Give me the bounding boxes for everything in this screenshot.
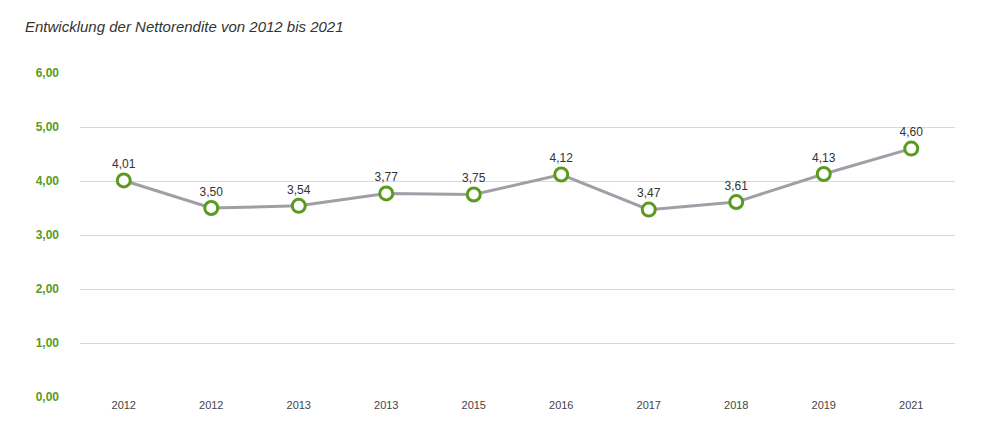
svg-text:3,75: 3,75 [462,171,486,185]
svg-text:3,77: 3,77 [375,170,399,184]
svg-text:4,60: 4,60 [900,125,924,139]
svg-text:3,54: 3,54 [287,183,311,197]
svg-text:2013: 2013 [287,399,311,411]
svg-text:4,01: 4,01 [112,157,136,171]
svg-text:2017: 2017 [637,399,661,411]
svg-text:2018: 2018 [724,399,748,411]
svg-text:4,13: 4,13 [812,151,836,165]
svg-text:2013: 2013 [374,399,398,411]
svg-text:3,00: 3,00 [36,228,60,242]
svg-text:Entwicklung der Nettorendite v: Entwicklung der Nettorendite von 2012 bi… [25,18,344,35]
svg-text:2016: 2016 [549,399,573,411]
svg-text:2,00: 2,00 [36,282,60,296]
svg-text:3,61: 3,61 [725,179,749,193]
svg-text:4,00: 4,00 [36,174,60,188]
svg-text:4,12: 4,12 [550,151,574,165]
svg-text:3,47: 3,47 [637,186,661,200]
svg-text:2012: 2012 [199,399,223,411]
svg-text:6,00: 6,00 [36,66,60,80]
svg-text:2012: 2012 [112,399,136,411]
svg-text:5,00: 5,00 [36,120,60,134]
svg-text:1,00: 1,00 [36,336,60,350]
svg-text:2015: 2015 [462,399,486,411]
svg-text:3,50: 3,50 [200,185,224,199]
svg-text:0,00: 0,00 [36,390,60,404]
svg-text:2019: 2019 [812,399,836,411]
svg-text:2021: 2021 [899,399,923,411]
